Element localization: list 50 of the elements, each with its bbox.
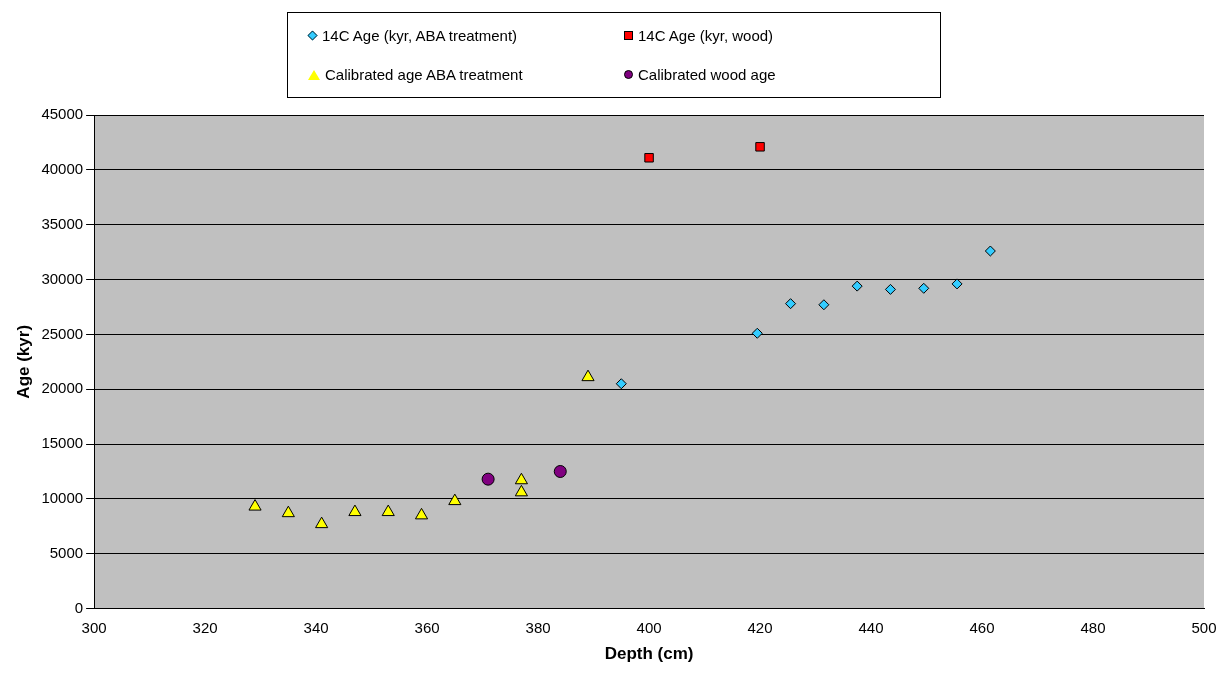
y-tick-label: 35000: [41, 214, 84, 232]
point: [884, 283, 896, 295]
x-tick-label: 480: [1080, 618, 1106, 636]
x-tick-label: 400: [636, 618, 662, 636]
x-tick-label: 360: [414, 618, 440, 636]
point: [755, 142, 765, 152]
point: [414, 507, 429, 520]
y-tick-label: 45000: [41, 105, 84, 123]
x-tick-label: 420: [747, 618, 773, 636]
legend-label: Calibrated age ABA treatment: [325, 66, 523, 83]
point: [315, 516, 329, 529]
point: [448, 493, 462, 506]
y-tick-label: 40000: [41, 159, 84, 177]
point: [281, 505, 295, 518]
y-tick-label: 30000: [41, 269, 84, 287]
point: [785, 298, 797, 310]
legend-label: 14C Age (kyr, wood): [638, 27, 774, 44]
y-tick-label: 10000: [41, 489, 84, 507]
y-tick-label: 25000: [41, 324, 84, 342]
x-tick-label: 500: [1191, 618, 1217, 636]
point: [248, 499, 262, 511]
x-tick-label: 460: [969, 618, 995, 636]
legend-label: Calibrated wood age: [638, 66, 776, 83]
y-tick-label: 15000: [41, 434, 84, 452]
x-tick-label: 380: [525, 618, 551, 636]
point: [514, 484, 528, 497]
x-tick-label: 440: [858, 618, 884, 636]
y-axis-title: Age (kyr): [13, 324, 33, 399]
legend-label: 14C Age (kyr, ABA treatment): [322, 27, 518, 44]
x-tick-label: 340: [303, 618, 329, 636]
point: [481, 472, 495, 486]
point: [951, 278, 963, 290]
x-axis-title: Depth (cm): [604, 644, 694, 664]
point: [818, 299, 830, 311]
point: [581, 369, 595, 382]
x-tick-label: 300: [81, 618, 107, 636]
point: [751, 327, 763, 339]
point: [615, 378, 627, 390]
point: [644, 153, 654, 163]
x-tick-label: 320: [192, 618, 218, 636]
point: [851, 280, 863, 292]
y-tick-label: 20000: [41, 379, 84, 397]
point: [348, 504, 362, 517]
point: [514, 472, 528, 485]
y-tick-label: 0: [74, 598, 84, 616]
point: [918, 282, 930, 294]
point: [984, 245, 996, 257]
point: [381, 504, 395, 517]
y-tick-label: 5000: [49, 543, 84, 561]
point: [553, 464, 567, 478]
